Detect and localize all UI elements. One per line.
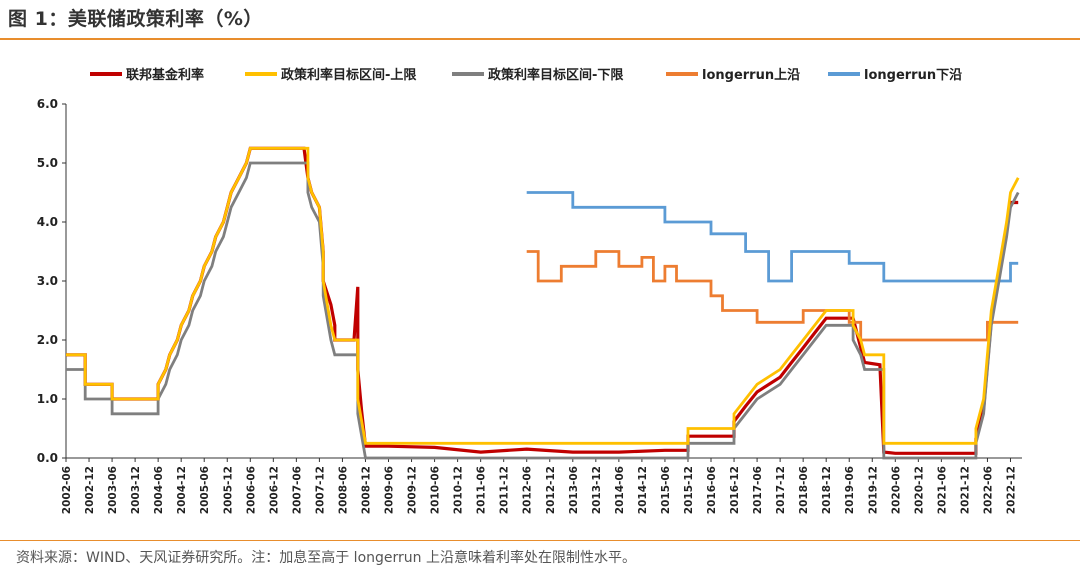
x-tick-label: 2009-06 [384, 466, 396, 514]
x-tick-label: 2015-12 [683, 466, 695, 514]
x-tick-label: 2020-06 [890, 466, 902, 514]
x-tick-label: 2013-12 [591, 466, 603, 514]
x-tick-label: 2017-12 [775, 466, 787, 514]
y-tick-label: 2.0 [37, 333, 58, 347]
x-tick-label: 2003-12 [130, 466, 142, 514]
source-note: 资料来源：WIND、天风证券研究所。注：加息至高于 longerrun 上沿意味… [16, 550, 636, 566]
x-tick-label: 2012-12 [545, 466, 557, 514]
rate-chart: 联邦基金利率 政策利率目标区间-上限 政策利率目标区间-下限 longerrun上沿 l… [37, 67, 1022, 514]
x-tick-label: 2005-12 [222, 466, 234, 514]
x-tick-label: 2007-06 [291, 466, 303, 514]
x-tick-label: 2021-12 [959, 466, 971, 514]
chart-title: 图 1：美联储政策利率（%） [8, 8, 263, 30]
x-tick-label: 2015-06 [660, 466, 672, 514]
series-line-3 [526, 250, 1019, 342]
legend-label-0: 联邦基金利率 [126, 67, 204, 83]
x-tick-label: 2004-12 [176, 466, 188, 514]
x-tick-label: 2006-06 [245, 466, 257, 514]
series-line-2 [66, 161, 1020, 460]
y-tick-label: 3.0 [37, 274, 58, 288]
x-tick-label: 2016-06 [706, 466, 718, 514]
x-tick-label: 2018-12 [821, 466, 833, 514]
x-tick-label: 2020-12 [913, 466, 925, 514]
x-tick-label: 2003-06 [107, 466, 119, 514]
x-tick-label: 2014-06 [614, 466, 626, 514]
legend-label-3: longerrun上沿 [702, 68, 800, 83]
x-tick-label: 2016-12 [729, 466, 741, 514]
y-tick-label: 0.0 [37, 451, 58, 465]
legend-label-2: 政策利率目标区间-下限 [488, 67, 624, 83]
x-tick-label: 2021-06 [936, 466, 948, 514]
title-divider [0, 38, 1080, 40]
y-tick-label: 5.0 [37, 156, 58, 170]
x-tick-label: 2013-06 [568, 466, 580, 514]
x-tick-label: 2022-06 [982, 466, 994, 514]
x-tick-label: 2004-06 [153, 466, 165, 514]
y-tick-label: 4.0 [37, 215, 58, 229]
x-tick-label: 2010-06 [430, 466, 442, 514]
x-tick-label: 2011-12 [499, 466, 511, 514]
x-tick-label: 2002-06 [61, 466, 73, 514]
footer-divider [0, 540, 1080, 541]
x-tick-label: 2011-06 [476, 466, 488, 514]
x-tick-label: 2017-06 [752, 466, 764, 514]
y-tick-label: 1.0 [37, 392, 58, 406]
x-tick-label: 2018-06 [798, 466, 810, 514]
series-line-0 [66, 146, 1019, 455]
x-tick-label: 2019-12 [867, 466, 879, 514]
x-tick-label: 2006-12 [268, 466, 280, 514]
x-tick-label: 2019-06 [844, 466, 856, 514]
series-line-4 [526, 191, 1019, 283]
legend-label-1: 政策利率目标区间-上限 [281, 67, 417, 83]
series-line-1 [66, 146, 1020, 445]
x-tick-label: 2002-12 [84, 466, 96, 514]
x-tick-label: 2008-12 [360, 466, 372, 514]
legend-label-4: longerrun下沿 [864, 68, 962, 83]
x-tick-label: 2007-12 [314, 466, 326, 514]
x-tick-label: 2010-12 [453, 466, 465, 514]
x-tick-label: 2022-12 [1005, 466, 1017, 514]
y-tick-label: 6.0 [37, 97, 58, 111]
x-tick-label: 2014-12 [637, 466, 649, 514]
x-tick-label: 2012-06 [522, 466, 534, 514]
x-tick-label: 2009-12 [407, 466, 419, 514]
x-tick-label: 2008-06 [337, 466, 349, 514]
x-tick-label: 2005-06 [199, 466, 211, 514]
